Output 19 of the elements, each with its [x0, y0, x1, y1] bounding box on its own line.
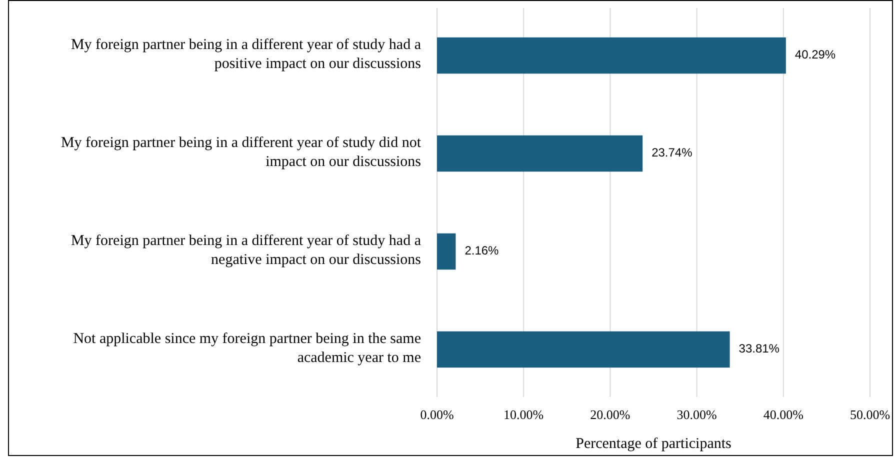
x-axis-title: Percentage of participants: [576, 436, 732, 452]
y-tick-label: My foreign partner being in a different year of study had a negative impact on our discussions: [70, 233, 422, 268]
data-label: 40.29%: [794, 48, 836, 62]
data-label: 2.16%: [464, 244, 500, 258]
x-tick-label: 30.00%: [676, 407, 718, 422]
bar: [437, 331, 730, 368]
data-label: 33.81%: [738, 342, 780, 356]
x-tick-label: 10.00%: [504, 407, 544, 422]
x-tick-label: 40.00%: [763, 407, 804, 422]
bar: [437, 37, 786, 74]
bar: [437, 135, 643, 172]
x-tick-label: 0.00%: [420, 407, 454, 422]
y-tick-label: My foreign partner being in a different year of study did not impact on our discussions: [60, 135, 422, 170]
x-tick-label: 20.00%: [590, 407, 630, 422]
bar: [437, 233, 456, 270]
y-tick-label: My foreign partner being in a different year of study had a positive impact on our discussions: [70, 37, 422, 72]
data-label: 23.74%: [652, 146, 693, 160]
y-tick-label: Not applicable since my foreign partner being in the same academic year to me: [73, 331, 422, 366]
x-tick-label: 50.00%: [850, 407, 890, 422]
